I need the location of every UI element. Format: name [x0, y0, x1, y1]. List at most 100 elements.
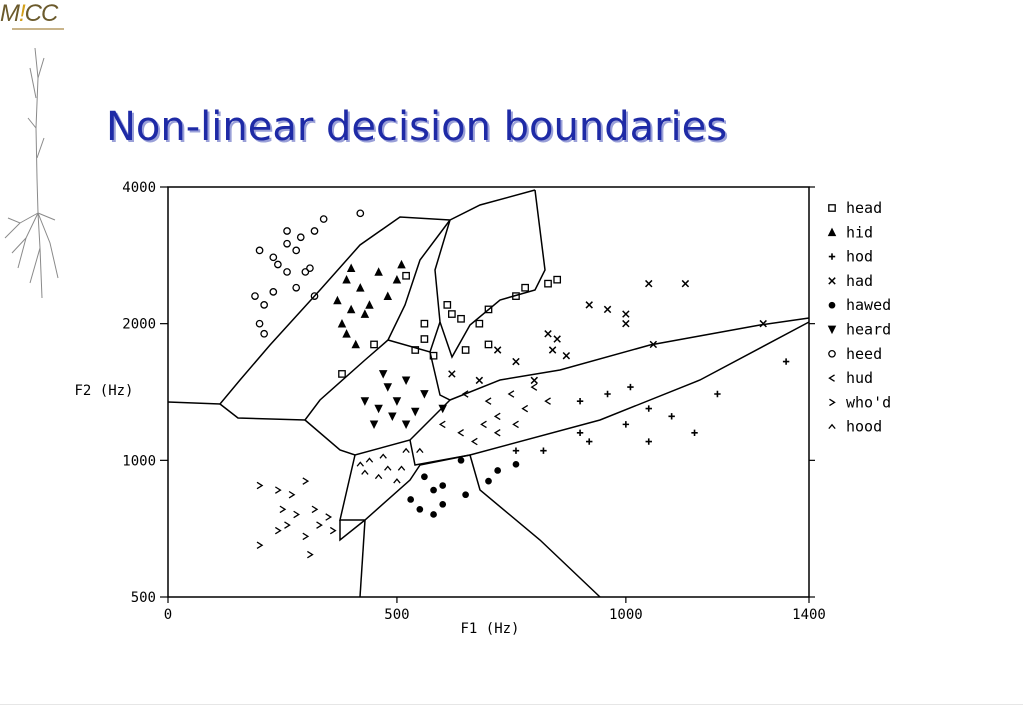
point-heed	[251, 292, 259, 300]
point-had	[759, 319, 767, 328]
point-hood	[374, 473, 383, 480]
point-hod	[645, 438, 652, 445]
point-head	[338, 370, 346, 378]
point-hid	[346, 304, 356, 314]
point-head	[457, 314, 465, 323]
point-hud	[493, 429, 501, 437]
point-had	[548, 346, 557, 354]
x-axis-label: F1 (Hz)	[460, 621, 519, 637]
point-hid	[392, 275, 402, 284]
point-hod	[714, 390, 721, 398]
point-hid	[337, 319, 347, 328]
y-tick-label: 1000	[122, 453, 156, 469]
point-hod	[622, 421, 630, 428]
point-heard	[383, 383, 393, 392]
point-hid	[356, 283, 365, 292]
point-hawed	[462, 491, 469, 499]
point-hud	[461, 390, 469, 398]
legend-label: hood	[846, 418, 882, 436]
point-had	[562, 351, 571, 360]
point-hawed	[407, 496, 415, 503]
point-heed	[310, 292, 319, 300]
point-head	[443, 301, 452, 309]
point-head	[521, 283, 529, 292]
point-hood	[384, 465, 392, 471]
point-hood	[361, 469, 369, 475]
legend-label: hid	[846, 223, 873, 241]
point-heard	[369, 420, 379, 430]
point-heed	[283, 268, 291, 276]
point-head	[461, 346, 470, 354]
x-tick-label: 1000	[609, 607, 643, 623]
point-heed	[310, 227, 319, 235]
point-hood	[416, 447, 424, 454]
point-hawed	[494, 467, 502, 474]
point-heed	[255, 319, 264, 328]
point-hid	[360, 309, 370, 318]
point-hid	[383, 291, 393, 300]
point-hod	[691, 429, 698, 436]
legend-marker	[828, 423, 836, 430]
point-had	[645, 279, 653, 288]
point-had	[681, 279, 690, 288]
point-had	[512, 357, 520, 366]
point-whod	[274, 526, 282, 535]
point-whod	[302, 532, 310, 541]
legend-marker	[828, 349, 836, 358]
point-heard	[438, 404, 447, 414]
point-hud	[530, 383, 538, 391]
point-hood	[379, 453, 387, 459]
point-hid	[346, 263, 356, 273]
point-heed	[292, 283, 301, 292]
point-heed	[283, 239, 291, 248]
legend-label: head	[846, 199, 882, 217]
legend-label: had	[846, 272, 873, 290]
point-whod	[274, 486, 282, 494]
point-hud	[480, 420, 487, 429]
point-head	[420, 335, 429, 343]
point-hud	[512, 420, 519, 429]
point-heard	[401, 420, 411, 430]
bottom-rule	[0, 704, 1023, 705]
point-whod	[256, 541, 264, 550]
point-had	[475, 376, 484, 385]
legend-marker	[828, 374, 835, 382]
point-heard	[374, 404, 383, 414]
point-heard	[392, 397, 402, 406]
point-whod	[325, 513, 333, 521]
x-tick-label: 1400	[792, 607, 826, 623]
point-whod	[302, 477, 310, 485]
point-head	[512, 292, 520, 300]
point-whod	[279, 505, 287, 514]
point-hawed	[430, 511, 437, 518]
legend-label: heard	[846, 321, 891, 339]
point-had	[448, 370, 456, 378]
y-axis-ticks: 500 1000 2000 4000	[122, 180, 815, 606]
point-whod	[293, 510, 300, 519]
point-had	[585, 301, 593, 309]
point-had	[603, 305, 612, 314]
point-hawed	[416, 505, 424, 513]
legend-marker	[827, 227, 837, 237]
point-heard	[360, 397, 370, 406]
point-head	[402, 271, 410, 280]
plot-frame	[167, 186, 810, 598]
point-hod	[604, 390, 611, 398]
point-hod	[586, 438, 593, 445]
point-hud	[493, 412, 501, 421]
point-hod	[576, 429, 584, 436]
slide-title: Non-linear decision boundaries	[106, 104, 728, 150]
point-hud	[521, 404, 529, 413]
point-heed	[319, 215, 328, 223]
point-hod	[576, 397, 584, 405]
point-heed	[269, 253, 278, 262]
point-heed	[283, 227, 291, 235]
point-had	[622, 310, 630, 318]
point-hawed	[512, 460, 520, 468]
point-whod	[284, 521, 291, 529]
point-hid	[333, 295, 342, 305]
point-hud	[484, 397, 492, 405]
legend-label: hawed	[846, 296, 891, 314]
point-heard	[420, 390, 429, 399]
point-hid	[342, 329, 351, 338]
